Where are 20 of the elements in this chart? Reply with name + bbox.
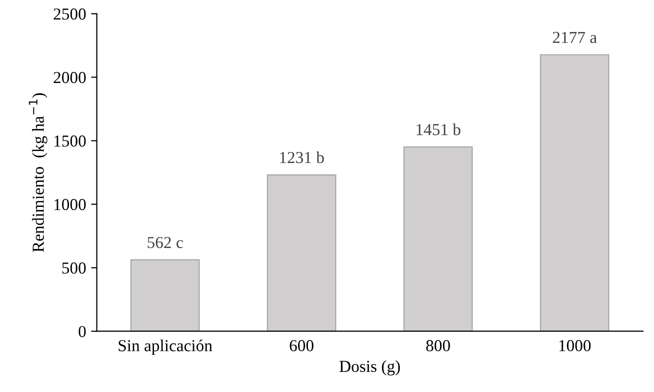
- x-tick-label: Sin aplicación: [118, 340, 212, 355]
- bar: [130, 259, 200, 332]
- bar: [403, 146, 473, 332]
- y-tick-label: 2000: [54, 72, 86, 84]
- y-tick-label: 1500: [54, 135, 86, 147]
- bar: [266, 174, 336, 332]
- bar: [540, 54, 610, 332]
- x-tick-label: 1000: [559, 340, 591, 352]
- y-tick-label: 1000: [54, 198, 86, 210]
- y-tick-label: 0: [78, 326, 86, 338]
- data-label: 2177 a: [552, 32, 597, 44]
- data-label: 562 c: [148, 236, 183, 248]
- y-tick-label: 500: [62, 262, 86, 274]
- y-tick-label: 2500: [54, 8, 86, 20]
- y-axis-title: Rendimiento (kg ha$^{−1}$): [28, 93, 48, 252]
- x-tick-label: 800: [426, 340, 450, 352]
- x-tick-label: 600: [290, 340, 314, 352]
- x-axis-title: Dosis (g): [340, 360, 400, 376]
- data-label: 1451 b: [416, 124, 460, 136]
- data-label: 1231 b: [280, 151, 324, 164]
